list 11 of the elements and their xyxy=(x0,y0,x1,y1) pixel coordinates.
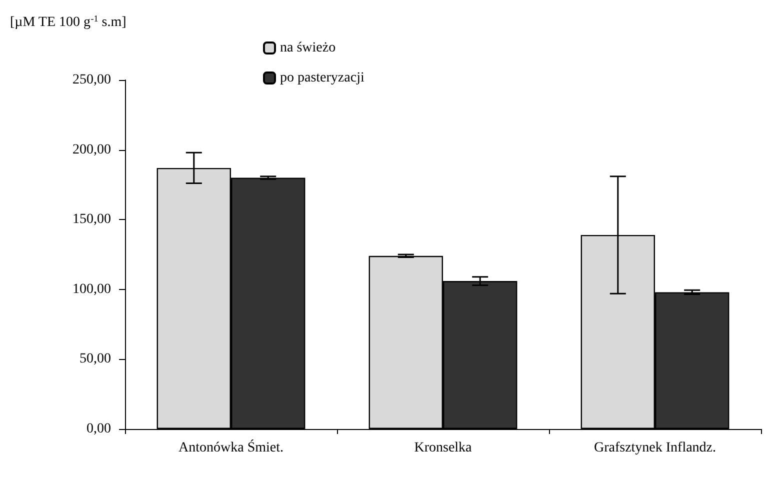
x-tick-label: Antonówka Śmiet. xyxy=(178,438,284,456)
x-tick-label: Kronselka xyxy=(414,440,473,456)
legend-label: po pasteryzacji xyxy=(280,70,364,86)
x-tick-label: Grafsztynek Inflandz. xyxy=(594,440,716,456)
y-tick-label: 150,00 xyxy=(72,212,111,228)
y-tick-label: 0,00 xyxy=(86,422,111,436)
y-tick-label: 200,00 xyxy=(72,142,111,158)
y-tick-label: 50,00 xyxy=(80,352,111,367)
y-tick-label: 250,00 xyxy=(72,72,111,88)
y-tick-label: 100,00 xyxy=(72,282,111,297)
legend-label: na świeżo xyxy=(280,40,336,56)
